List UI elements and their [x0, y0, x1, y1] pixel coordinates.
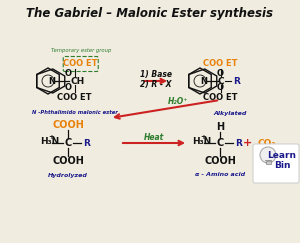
Text: C: C — [216, 138, 224, 148]
Text: Alkylated: Alkylated — [213, 111, 247, 115]
Text: O: O — [217, 84, 224, 93]
FancyBboxPatch shape — [266, 161, 271, 164]
Text: H₂O⁺: H₂O⁺ — [168, 96, 188, 105]
Text: COOH: COOH — [52, 120, 84, 130]
Text: COO ET: COO ET — [58, 94, 92, 103]
Text: O: O — [65, 84, 72, 93]
Text: R: R — [235, 139, 242, 148]
Circle shape — [260, 147, 276, 163]
Text: H₃N: H₃N — [192, 137, 211, 146]
Text: Temporary ester group: Temporary ester group — [51, 49, 111, 53]
Text: C: C — [218, 77, 224, 86]
Text: COOH: COOH — [52, 156, 84, 166]
Text: +: + — [200, 134, 206, 140]
Text: Learn: Learn — [268, 150, 296, 159]
Text: COO ET: COO ET — [203, 94, 238, 103]
Text: N: N — [201, 77, 208, 86]
Text: COOH: COOH — [204, 156, 236, 166]
Text: 1) Base: 1) Base — [140, 69, 172, 78]
Text: O: O — [65, 69, 72, 78]
Text: +: + — [243, 138, 253, 148]
Text: H₃N: H₃N — [40, 137, 59, 146]
Text: N -Phthalimido malonic ester: N -Phthalimido malonic ester — [32, 111, 118, 115]
Text: COO ET: COO ET — [64, 60, 98, 69]
Text: Hydrolyzed: Hydrolyzed — [48, 173, 88, 177]
Text: Heat: Heat — [144, 132, 164, 141]
Text: CO₂: CO₂ — [258, 139, 276, 148]
Text: CH: CH — [71, 77, 85, 86]
Text: COO ET: COO ET — [203, 60, 238, 69]
Text: The Gabriel – Malonic Ester synthesis: The Gabriel – Malonic Ester synthesis — [26, 7, 274, 20]
Text: N: N — [49, 77, 56, 86]
Text: 2) R - X: 2) R - X — [140, 79, 172, 88]
Text: R: R — [233, 77, 240, 86]
Text: +: + — [48, 134, 54, 140]
Text: H: H — [216, 122, 224, 132]
FancyBboxPatch shape — [253, 144, 299, 183]
Text: Bin: Bin — [274, 160, 290, 170]
Text: α - Amino acid: α - Amino acid — [195, 173, 245, 177]
Text: O: O — [217, 69, 224, 78]
Text: R: R — [83, 139, 90, 148]
Text: C: C — [64, 138, 72, 148]
